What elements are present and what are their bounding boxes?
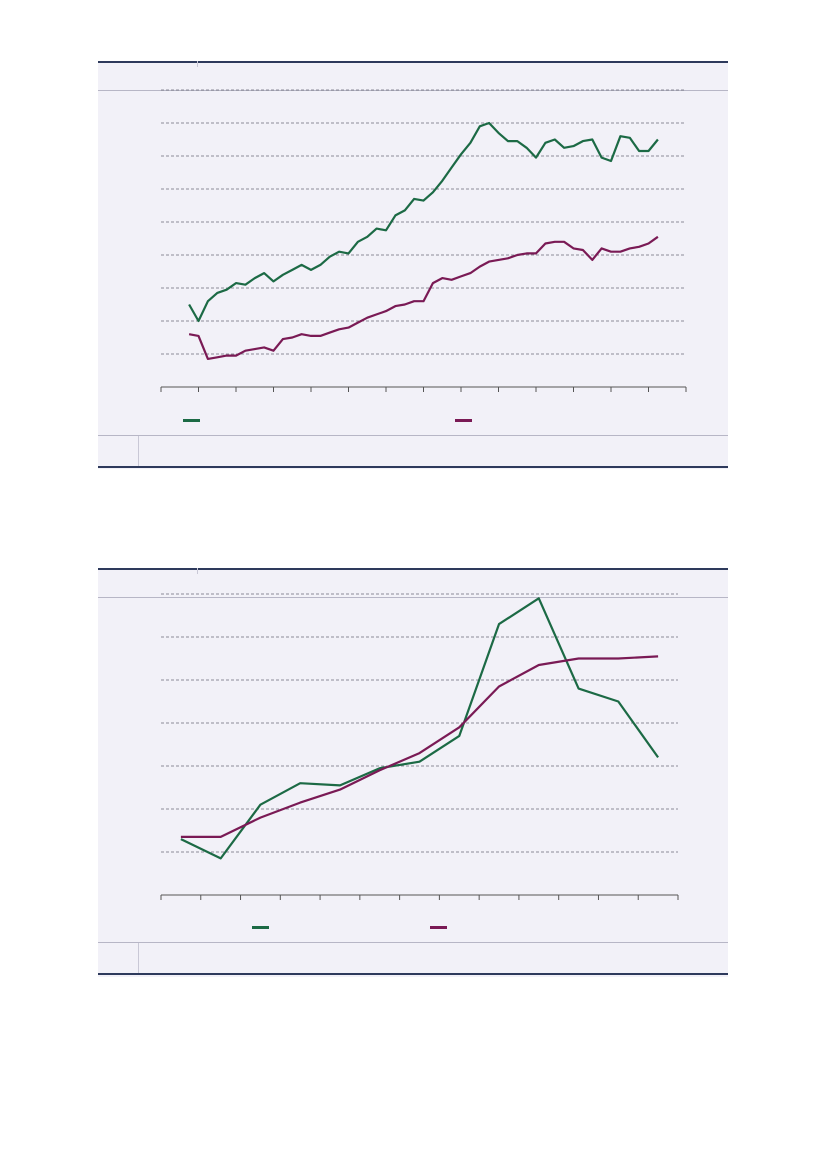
series-line-a <box>180 597 659 860</box>
panel-top-rule <box>98 61 728 63</box>
legend-swatch-series-b <box>455 419 472 422</box>
series-line-b <box>180 655 659 838</box>
line-chart-2 <box>160 593 679 900</box>
notes-divider <box>98 435 728 436</box>
header-divider <box>98 90 728 91</box>
legend-swatch-series-a <box>183 419 200 422</box>
header-divider <box>98 597 728 598</box>
header-separator <box>197 568 198 574</box>
line-chart-1 <box>160 89 687 392</box>
panel-bottom-rule <box>98 466 728 468</box>
panel-top-rule <box>98 568 728 570</box>
figure-panel-1 <box>98 61 728 469</box>
notes-divider <box>98 942 728 943</box>
figure-panel-2 <box>98 568 728 977</box>
notes-separator <box>138 436 139 466</box>
legend-swatch-series-a <box>252 926 269 929</box>
panel-bottom-rule <box>98 973 728 975</box>
notes-separator <box>138 943 139 973</box>
series-line-b <box>188 235 659 360</box>
header-separator <box>197 61 198 67</box>
legend-swatch-series-b <box>430 926 447 929</box>
series-line-a <box>188 121 659 323</box>
